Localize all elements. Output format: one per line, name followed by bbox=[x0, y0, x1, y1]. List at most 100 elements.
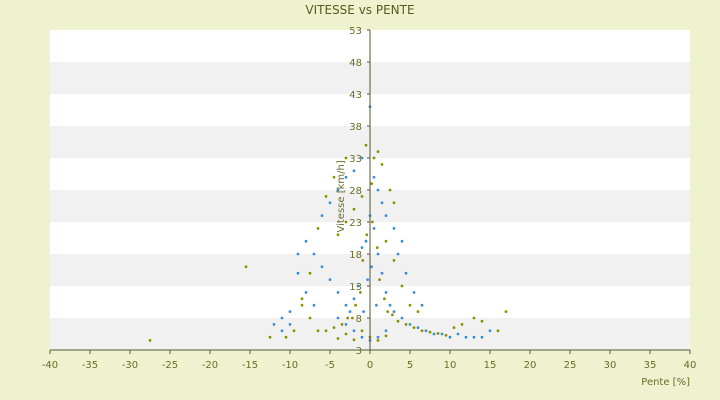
data-point bbox=[332, 326, 336, 329]
data-point bbox=[320, 265, 324, 269]
x-axis-label: Pente [%] bbox=[641, 377, 690, 388]
data-point bbox=[344, 175, 348, 179]
data-point bbox=[404, 323, 408, 326]
data-point bbox=[386, 310, 389, 313]
x-tick-label: -20 bbox=[202, 360, 218, 371]
data-point bbox=[280, 316, 284, 320]
data-point bbox=[359, 291, 362, 294]
x-tick-label: -15 bbox=[242, 360, 258, 371]
x-tick-label: 35 bbox=[644, 360, 657, 371]
data-point bbox=[352, 169, 356, 173]
data-point bbox=[383, 297, 386, 301]
data-point bbox=[456, 332, 460, 336]
data-point bbox=[364, 239, 368, 243]
data-point bbox=[284, 335, 288, 339]
data-point bbox=[380, 271, 384, 275]
data-point bbox=[312, 252, 316, 256]
data-point bbox=[351, 316, 354, 320]
y-tick-label: 28 bbox=[349, 186, 362, 197]
data-point bbox=[288, 310, 292, 313]
data-point bbox=[416, 310, 420, 313]
data-point bbox=[496, 329, 500, 333]
data-point bbox=[292, 329, 296, 333]
x-tick-label: -35 bbox=[82, 360, 98, 371]
data-point bbox=[376, 150, 380, 154]
data-point bbox=[324, 195, 328, 198]
data-point bbox=[280, 329, 284, 333]
data-points bbox=[148, 105, 508, 342]
data-point bbox=[354, 303, 357, 307]
data-point bbox=[376, 188, 380, 192]
data-point bbox=[375, 303, 378, 307]
data-point bbox=[316, 329, 320, 333]
data-point bbox=[375, 246, 379, 250]
data-point bbox=[428, 330, 432, 334]
y-tick-label: 3 bbox=[356, 346, 362, 357]
data-point bbox=[296, 252, 300, 256]
data-point bbox=[448, 335, 452, 339]
data-point bbox=[400, 239, 404, 243]
data-point bbox=[420, 329, 424, 333]
x-tick-label: 15 bbox=[484, 360, 497, 371]
y-tick-label: 8 bbox=[356, 314, 362, 325]
data-point bbox=[320, 214, 324, 218]
data-point bbox=[344, 220, 348, 224]
data-point bbox=[356, 284, 360, 288]
data-point bbox=[336, 316, 340, 320]
data-point bbox=[376, 339, 380, 342]
data-point bbox=[304, 291, 308, 294]
data-point bbox=[408, 303, 412, 307]
data-point bbox=[360, 329, 364, 333]
x-tick-label: 40 bbox=[684, 360, 697, 371]
data-point bbox=[336, 337, 340, 340]
data-point bbox=[504, 310, 508, 313]
data-point bbox=[432, 332, 436, 336]
data-point bbox=[336, 188, 340, 192]
data-point bbox=[396, 319, 400, 323]
y-tick-label: 18 bbox=[349, 250, 362, 261]
data-point bbox=[312, 303, 316, 307]
data-point bbox=[300, 303, 304, 307]
data-point bbox=[360, 156, 364, 160]
data-point bbox=[268, 335, 272, 339]
data-point bbox=[444, 333, 448, 337]
y-tick-label: 33 bbox=[349, 154, 362, 165]
y-tick-label: 43 bbox=[349, 90, 362, 101]
data-point bbox=[308, 271, 312, 275]
x-tick-label: 30 bbox=[604, 360, 617, 371]
data-point bbox=[361, 259, 365, 262]
data-point bbox=[372, 227, 376, 230]
data-point bbox=[436, 332, 440, 335]
data-point bbox=[392, 310, 396, 313]
y-tick-label: 53 bbox=[349, 26, 362, 37]
data-point bbox=[370, 182, 373, 186]
data-point bbox=[344, 323, 348, 326]
data-point bbox=[388, 303, 392, 307]
data-point bbox=[365, 233, 369, 237]
data-point bbox=[404, 271, 408, 275]
data-point bbox=[472, 316, 476, 320]
series-1 bbox=[272, 105, 492, 342]
data-point bbox=[380, 201, 384, 205]
data-point bbox=[424, 329, 428, 333]
y-axis-label: Vitesse [km/h] bbox=[336, 160, 347, 232]
data-point bbox=[344, 156, 348, 160]
x-tick-label: -40 bbox=[42, 360, 58, 371]
x-tick-label: 5 bbox=[407, 360, 413, 371]
data-point bbox=[352, 329, 356, 333]
x-tick-labels: -40 -35 -30 -25 -20 -15 -10 -5 0 5 10 15 20 25 30 35 40 bbox=[42, 350, 697, 371]
data-point bbox=[370, 265, 373, 269]
x-tick-label: -30 bbox=[122, 360, 138, 371]
chart-title: VITESSE vs PENTE bbox=[305, 3, 414, 17]
data-point bbox=[364, 143, 368, 147]
data-point bbox=[412, 326, 416, 329]
data-point bbox=[480, 335, 484, 339]
data-point bbox=[440, 332, 444, 336]
data-point bbox=[392, 201, 396, 205]
data-point bbox=[416, 326, 420, 329]
data-point bbox=[346, 316, 349, 320]
data-point bbox=[472, 335, 476, 339]
